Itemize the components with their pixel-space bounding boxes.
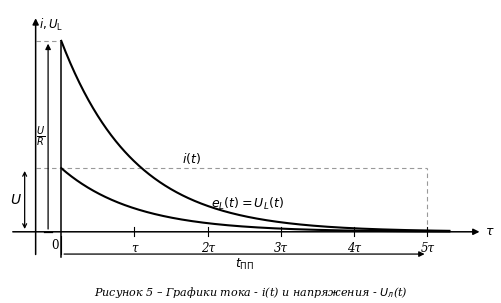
Text: 5τ: 5τ	[420, 241, 434, 254]
Text: 2τ: 2τ	[201, 241, 215, 254]
Text: $\frac{U}{R}$: $\frac{U}{R}$	[36, 124, 45, 148]
Text: $e_L(t)=U_L(t)$: $e_L(t)=U_L(t)$	[211, 196, 284, 212]
Text: $\tau$: $\tau$	[484, 225, 494, 238]
Text: $t_{\Pi\Pi}$: $t_{\Pi\Pi}$	[235, 257, 254, 272]
Text: τ: τ	[131, 241, 138, 254]
Text: 0: 0	[51, 239, 58, 252]
Text: 4τ: 4τ	[347, 241, 361, 254]
Text: $i, U_\mathrm{L}$: $i, U_\mathrm{L}$	[39, 17, 63, 33]
Text: Рисунок 5 – Графики тока - i(t) и напряжения - $U_л$(t): Рисунок 5 – Графики тока - i(t) и напряж…	[94, 285, 407, 300]
Text: $i(t)$: $i(t)$	[182, 151, 201, 166]
Text: $U$: $U$	[10, 193, 22, 207]
Text: 3τ: 3τ	[274, 241, 288, 254]
